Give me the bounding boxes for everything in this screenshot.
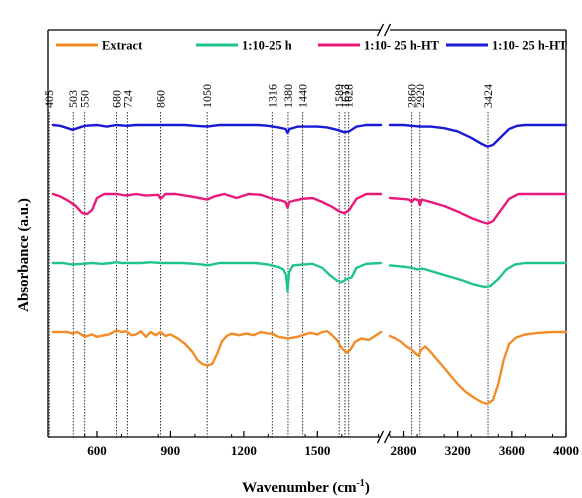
break-mark-top-b	[383, 23, 392, 37]
peak-label-1050: 1050	[200, 84, 214, 108]
peak-label-3424: 3424	[481, 84, 495, 108]
x-axis-title-close: )	[365, 480, 370, 496]
series-1-seg2	[388, 261, 568, 289]
x-tick-label-3200: 3200	[445, 443, 471, 458]
peak-label-1589: 1589	[332, 84, 346, 108]
peak-label-503: 503	[66, 90, 80, 108]
legend-label-0: Extract	[102, 39, 143, 53]
x-axis-title-main: Wavenumber (cm	[242, 480, 357, 496]
x-tick-label-600: 600	[87, 443, 107, 458]
peak-label-1440: 1440	[296, 84, 310, 108]
series-3-seg2	[388, 123, 568, 148]
series-0-seg2	[388, 330, 568, 406]
peak-label-1316: 1316	[265, 84, 279, 108]
break-mark-bottom-b	[383, 430, 392, 444]
series-2-seg1	[51, 192, 383, 216]
axis-ticks: 600 900 1200 1500 2800 3200 3600 4000	[47, 431, 579, 458]
peak-label-860: 860	[154, 90, 168, 108]
peak-label-405: 405	[42, 90, 56, 108]
x-tick-label-1500: 1500	[304, 443, 330, 458]
x-tick-label-4000: 4000	[553, 443, 579, 458]
chart-frame	[47, 23, 567, 444]
x-tick-label-1200: 1200	[231, 443, 257, 458]
peak-label-2860: 2860	[405, 84, 419, 108]
peak-label-1380: 1380	[281, 84, 295, 108]
legend-label-3: 1:10- 25 h-HT	[492, 39, 568, 53]
series-2-seg2	[388, 192, 568, 225]
series-1-seg1	[51, 261, 383, 293]
peak-label-2920: 2920	[413, 84, 427, 108]
series-lines	[51, 123, 568, 406]
peak-label-680: 680	[110, 90, 124, 108]
legend: Extract 1:10-25 h 1:10- 25 h-HT 1:10- 25 h-…	[56, 39, 568, 53]
peak-label-1613: 1613	[338, 84, 352, 108]
legend-label-2: 1:10- 25 h-HT	[364, 39, 440, 53]
peak-label-724: 724	[120, 90, 134, 108]
x-tick-label-900: 900	[161, 443, 181, 458]
y-axis-title: Absorbance (a.u.)	[16, 198, 32, 312]
break-mark-bottom-a	[376, 430, 385, 444]
x-tick-label-2800: 2800	[391, 443, 417, 458]
peak-label-1628: 1628	[342, 84, 356, 108]
series-3-seg1	[51, 123, 383, 135]
break-mark-top-a	[376, 23, 385, 37]
peak-label-550: 550	[78, 90, 92, 108]
x-axis-title-sup: -1	[356, 478, 364, 489]
series-0-seg1	[51, 329, 383, 367]
x-axis-title: Wavenumber (cm-1)	[242, 478, 370, 496]
legend-label-1: 1:10-25 h	[242, 39, 292, 53]
x-tick-label-3600: 3600	[499, 443, 525, 458]
